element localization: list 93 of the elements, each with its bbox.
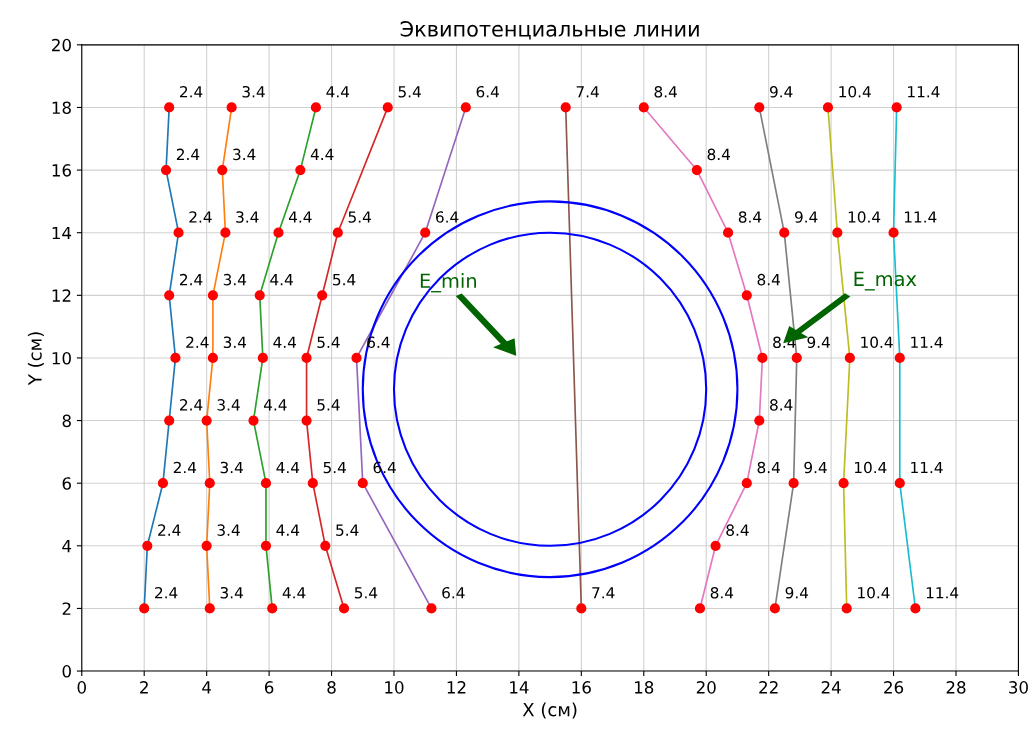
annotation: 3.4 [236, 211, 259, 223]
annotation: 8.4 [770, 399, 793, 411]
annotation: 11.4 [911, 461, 943, 474]
chart-title: Эквипотенциальные линии [400, 21, 699, 40]
annotation: 3.4 [223, 336, 247, 349]
annotation: 3.4 [223, 273, 247, 286]
annotation: 5.4 [317, 336, 340, 349]
annotation: 9.4 [807, 336, 830, 349]
annotation: 8.4 [726, 524, 749, 536]
annotation: 4.4 [288, 211, 312, 223]
annotation: 5.4 [323, 461, 346, 474]
annotation: 8.4 [654, 86, 677, 98]
x-tick-label: 20 [696, 681, 716, 694]
y-tick-label: 2 [62, 602, 71, 615]
annotation: 6.4 [442, 586, 465, 599]
annotation: 5.4 [354, 587, 378, 599]
annotation: 8.4 [738, 211, 762, 223]
x-tick-label: 28 [946, 681, 966, 694]
annotation: 3.4 [242, 86, 265, 98]
annotation: 10.4 [848, 211, 881, 223]
annotation: 4.4 [326, 86, 350, 98]
annotation: 9.4 [785, 586, 809, 599]
annotation: 10.4 [839, 86, 871, 98]
y-tick-label: 16 [52, 164, 71, 177]
y-tick-label: 0 [62, 665, 71, 678]
annotation: 4.4 [270, 274, 293, 286]
annotation: 10.4 [861, 336, 893, 349]
y-tick-label: 4 [62, 539, 72, 553]
annotation: 11.4 [904, 211, 937, 223]
annotation: 11.4 [911, 336, 943, 348]
y-tick-label: 10 [52, 351, 71, 365]
annotation: 8.4 [707, 148, 731, 161]
x-tick-label: 6 [264, 681, 274, 694]
annotation: 3.4 [217, 524, 240, 536]
y-tick-label: 18 [52, 101, 71, 115]
annotation: 2.4 [180, 399, 203, 411]
y-tick-label: 14 [52, 226, 72, 240]
annotation: 4.4 [276, 524, 300, 536]
y-tick-label: 12 [52, 289, 71, 302]
x-tick-label: 4 [202, 681, 212, 694]
x-tick-label: 2 [140, 681, 148, 694]
annotation: 2.4 [180, 86, 203, 98]
y-tick-label: 8 [62, 414, 71, 428]
annotation: 11.4 [908, 86, 940, 98]
annotation: 5.4 [336, 524, 359, 536]
annotation: 4.4 [273, 336, 297, 348]
annotation: 3.4 [220, 586, 243, 599]
annotation: 5.4 [317, 399, 340, 411]
annotation: 7.4 [576, 86, 599, 98]
annotation: 5.4 [348, 211, 371, 223]
annotation: 2.4 [180, 273, 203, 286]
annotation: 4.4 [276, 461, 300, 474]
annotation: 2.4 [158, 524, 181, 536]
x-tick-label: 10 [385, 681, 404, 694]
y-tick-label: 6 [62, 477, 71, 490]
annotation: 10.4 [854, 461, 887, 474]
x-axis-title: X (см) [522, 702, 577, 719]
x-tick-label: 24 [821, 681, 841, 694]
annotation: 10.4 [858, 586, 890, 599]
x-tick-label: 16 [572, 681, 591, 694]
annotation: 2.4 [155, 586, 178, 599]
x-tick-label: 12 [447, 681, 466, 694]
annotation: 2.4 [173, 461, 197, 474]
annotation: 9.4 [769, 86, 793, 98]
annotation: 4.4 [282, 587, 306, 599]
annotation: 7.4 [592, 587, 615, 599]
y-axis-title: Y (см) [27, 332, 44, 386]
annotation: 3.4 [220, 461, 243, 474]
annotation: 8.4 [710, 586, 734, 599]
x-tick-label: 18 [635, 681, 654, 694]
annotation: 8.4 [757, 461, 780, 474]
annotation: 8.4 [757, 273, 780, 286]
x-tick-label: 14 [510, 681, 529, 694]
annotation: 2.4 [186, 336, 209, 348]
x-tick-label: 22 [759, 681, 778, 694]
annotation: 2.4 [176, 148, 200, 160]
x-tick-label: 8 [327, 681, 336, 694]
x-tick-label: 0 [77, 681, 86, 694]
annotation: 5.4 [333, 274, 356, 286]
y-tick-label: 20 [52, 38, 71, 52]
annotation: 3.4 [233, 148, 256, 161]
annotation: 4.4 [263, 399, 287, 411]
annotation: 2.4 [189, 211, 212, 223]
annotation: 11.4 [926, 587, 959, 599]
x-tick-label: 30 [1009, 681, 1028, 694]
x-tick-label: 26 [884, 681, 904, 694]
annotation: 3.4 [217, 399, 240, 411]
annotation: 6.4 [436, 211, 459, 223]
annotation: 9.4 [804, 461, 827, 474]
annotation: 6.4 [476, 86, 499, 98]
annotation: 9.4 [794, 211, 818, 223]
annotation: 4.4 [310, 148, 334, 160]
annotation: 5.4 [398, 86, 421, 98]
